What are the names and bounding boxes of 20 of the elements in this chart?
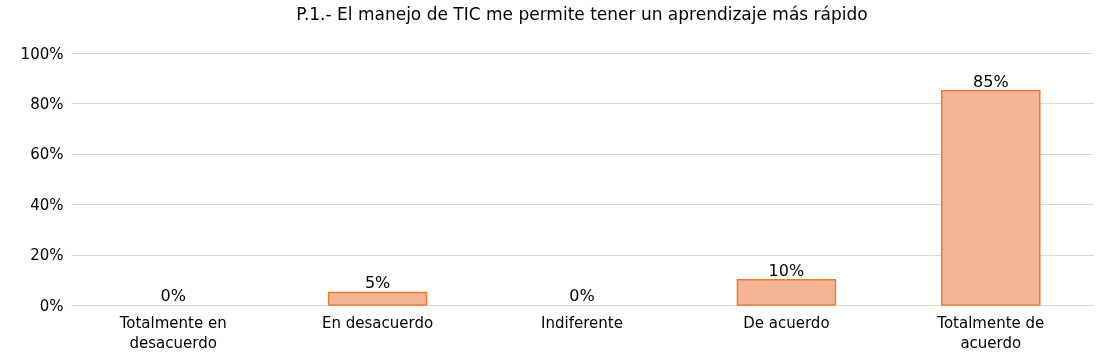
data-label: 5% <box>364 273 391 293</box>
data-label: 0% <box>160 286 186 305</box>
data-label: 10% <box>768 260 805 280</box>
y-tick-label: 40% <box>30 195 64 214</box>
bar <box>736 279 837 306</box>
bar <box>327 291 428 306</box>
x-tick-label: Totalmente en desacuerdo <box>118 313 227 352</box>
y-tick-label: 100% <box>20 44 64 63</box>
y-tick-label: 0% <box>39 296 64 315</box>
y-tick-label: 60% <box>30 145 64 164</box>
x-tick-label: En desacuerdo <box>322 313 434 332</box>
data-label: 85% <box>973 71 1009 91</box>
x-tick-label: Indiferente <box>541 313 623 332</box>
y-tick-label: 20% <box>30 246 64 265</box>
chart-title: P.1.- El manejo de TIC me permite tener un aprendizaje más rápido <box>296 4 868 24</box>
x-tick-label: De acuerdo <box>743 313 830 332</box>
bar <box>941 90 1041 306</box>
data-label: 0% <box>569 286 595 305</box>
y-tick-label: 80% <box>30 94 64 113</box>
x-tick-label: Totalmente de acuerdo <box>936 313 1045 352</box>
